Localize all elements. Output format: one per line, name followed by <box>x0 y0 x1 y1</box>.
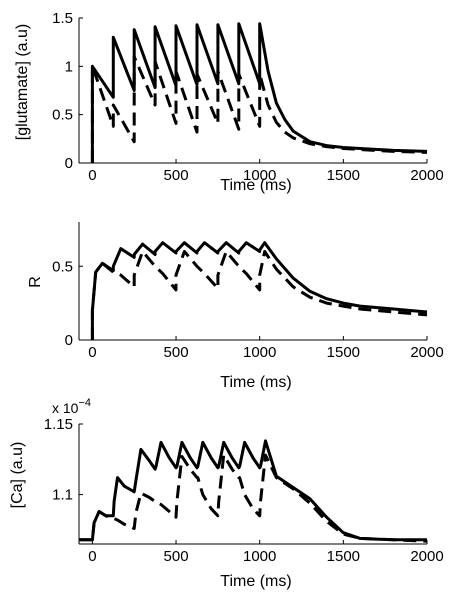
chart-glutamate-ylabel: [glutamate] (a.u) <box>14 24 31 141</box>
chart-glutamate-xtick-label: 2000 <box>410 167 443 184</box>
chart-receptor-series-dashed <box>90 250 428 340</box>
chart-calcium-xtick-label: 1500 <box>327 548 360 565</box>
chart-calcium-ytick-label: 1.15 <box>44 416 73 433</box>
chart-receptor-xtick-label: 0 <box>88 344 96 361</box>
chart-receptor-xtick-label: 2000 <box>410 344 443 361</box>
chart-calcium-ylabel: [Ca] (a.u) <box>9 442 26 509</box>
chart-calcium-y-exponent-base: x 10 <box>52 400 79 416</box>
chart-glutamate-ytick-label: 1.5 <box>52 10 73 27</box>
chart-glutamate: Time (ms) [glutamate] (a.u) 0 500 1000 1500… <box>14 10 444 194</box>
chart-glutamate-xtick-label: 1500 <box>327 167 360 184</box>
chart-receptor-series-solid <box>90 241 428 340</box>
chart-glutamate-ytick-label: 0.5 <box>52 107 73 124</box>
chart-calcium-series-dashed <box>79 453 428 543</box>
chart-calcium-series-solid <box>79 439 427 542</box>
chart-glutamate-series-dashed <box>90 55 428 163</box>
chart-calcium-xtick-label: 1000 <box>243 548 276 565</box>
chart-receptor-ytick-label: 0 <box>65 332 73 349</box>
chart-receptor: Time (ms) R 0 500 1000 1500 2000 0 0.5 <box>27 222 444 391</box>
chart-calcium-y-exponent-power: −4 <box>78 397 91 409</box>
chart-calcium-xtick-label: 2000 <box>410 548 443 565</box>
chart-receptor-xtick-label: 1500 <box>327 344 360 361</box>
chart-receptor-xtick-label: 1000 <box>243 344 276 361</box>
chart-receptor-xlabel: Time (ms) <box>220 374 291 391</box>
chart-glutamate-ytick-label: 1 <box>65 58 73 75</box>
chart-glutamate-xtick-label: 500 <box>164 167 189 184</box>
chart-calcium-xtick-label: 0 <box>88 548 96 565</box>
chart-glutamate-series-solid <box>90 22 428 163</box>
chart-glutamate-xtick-label: 0 <box>88 167 96 184</box>
chart-glutamate-xtick-label: 1000 <box>243 167 276 184</box>
chart-calcium-y-exponent: x 10−4 <box>52 397 91 416</box>
chart-calcium-axes: 0 500 1000 1500 2000 1.1 1.15 <box>44 416 444 565</box>
chart-calcium: Time (ms) [Ca] (a.u) x 10−4 0 500 1000 1500… <box>9 397 444 590</box>
chart-calcium-xlabel: Time (ms) <box>220 573 291 590</box>
chart-glutamate-xlabel: Time (ms) <box>220 177 291 194</box>
chart-calcium-ytick-label: 1.1 <box>52 487 73 504</box>
chart-glutamate-axes: 0 500 1000 1500 2000 0 0.5 1 1.5 <box>52 10 444 184</box>
chart-glutamate-ytick-label: 0 <box>65 155 73 172</box>
chart-receptor-ylabel: R <box>27 276 44 288</box>
chart-calcium-xtick-label: 500 <box>164 548 189 565</box>
chart-receptor-xtick-label: 500 <box>164 344 189 361</box>
chart-receptor-axes: 0 500 1000 1500 2000 0 0.5 <box>52 222 444 361</box>
chart-receptor-ytick-label: 0.5 <box>52 258 73 275</box>
